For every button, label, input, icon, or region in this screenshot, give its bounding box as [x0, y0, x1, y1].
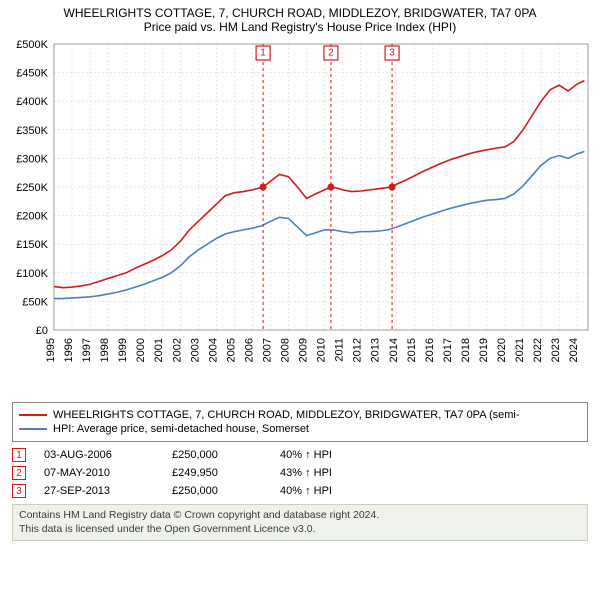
svg-text:1996: 1996	[63, 338, 75, 362]
svg-text:3: 3	[389, 48, 395, 59]
legend-label-property: WHEELRIGHTS COTTAGE, 7, CHURCH ROAD, MID…	[53, 409, 520, 421]
svg-text:2006: 2006	[243, 338, 255, 362]
footer-line-1: Contains HM Land Registry data © Crown c…	[19, 509, 581, 523]
chart-title-block: WHEELRIGHTS COTTAGE, 7, CHURCH ROAD, MID…	[6, 6, 594, 34]
sale-price: £249,950	[172, 467, 262, 479]
svg-text:2007: 2007	[261, 338, 273, 362]
svg-text:2024: 2024	[568, 338, 580, 362]
svg-text:2021: 2021	[514, 338, 526, 362]
title-line-1: WHEELRIGHTS COTTAGE, 7, CHURCH ROAD, MID…	[6, 6, 594, 20]
svg-text:2016: 2016	[424, 338, 436, 362]
legend-label-hpi: HPI: Average price, semi-detached house,…	[53, 423, 309, 435]
footer-attribution: Contains HM Land Registry data © Crown c…	[12, 504, 588, 541]
svg-text:£300K: £300K	[16, 153, 48, 165]
sale-index-box: 3	[12, 484, 26, 498]
sale-price: £250,000	[172, 485, 262, 497]
sale-index-box: 2	[12, 466, 26, 480]
svg-text:2017: 2017	[442, 338, 454, 362]
svg-text:£450K: £450K	[16, 68, 48, 80]
svg-text:£500K: £500K	[16, 39, 48, 51]
sale-row: 1 03-AUG-2006 £250,000 40% ↑ HPI	[12, 448, 588, 462]
svg-text:1995: 1995	[45, 338, 57, 362]
svg-text:2023: 2023	[550, 338, 562, 362]
svg-text:2005: 2005	[225, 338, 237, 362]
sale-delta: 40% ↑ HPI	[280, 485, 332, 497]
svg-text:£200K: £200K	[16, 211, 48, 223]
svg-text:2010: 2010	[316, 338, 328, 362]
svg-text:2014: 2014	[388, 338, 400, 362]
chart-svg: £0 £50K £100K £150K £200K £250K £300K £350K £400…	[6, 38, 594, 398]
sale-row: 2 07-MAY-2010 £249,950 43% ↑ HPI	[12, 466, 588, 480]
price-chart: £0 £50K £100K £150K £200K £250K £300K £350K £400…	[6, 38, 594, 398]
svg-text:2013: 2013	[370, 338, 382, 362]
svg-text:£250K: £250K	[16, 182, 48, 194]
svg-text:2011: 2011	[334, 338, 346, 362]
svg-text:2020: 2020	[496, 338, 508, 362]
sale-price: £250,000	[172, 449, 262, 461]
svg-text:£400K: £400K	[16, 96, 48, 108]
svg-text:1: 1	[260, 48, 266, 59]
svg-text:£350K: £350K	[16, 125, 48, 137]
sale-delta: 40% ↑ HPI	[280, 449, 332, 461]
sale-row: 3 27-SEP-2013 £250,000 40% ↑ HPI	[12, 484, 588, 498]
legend-row-property: WHEELRIGHTS COTTAGE, 7, CHURCH ROAD, MID…	[19, 409, 581, 421]
footer-line-2: This data is licensed under the Open Gov…	[19, 523, 581, 537]
svg-text:2001: 2001	[153, 338, 165, 362]
legend-row-hpi: HPI: Average price, semi-detached house,…	[19, 423, 581, 435]
sale-delta: 43% ↑ HPI	[280, 467, 332, 479]
svg-text:2: 2	[328, 48, 334, 59]
svg-text:£100K: £100K	[16, 268, 48, 280]
legend: WHEELRIGHTS COTTAGE, 7, CHURCH ROAD, MID…	[12, 402, 588, 442]
svg-text:2019: 2019	[478, 338, 490, 362]
svg-text:£50K: £50K	[22, 296, 48, 308]
legend-swatch-hpi	[19, 428, 47, 430]
sale-index-box: 1	[12, 448, 26, 462]
legend-swatch-property	[19, 414, 47, 416]
svg-text:2008: 2008	[280, 338, 292, 362]
sale-date: 07-MAY-2010	[44, 467, 154, 479]
svg-text:1999: 1999	[117, 338, 129, 362]
svg-text:2022: 2022	[532, 338, 544, 362]
svg-text:2003: 2003	[189, 338, 201, 362]
svg-text:2009: 2009	[298, 338, 310, 362]
svg-text:£150K: £150K	[16, 239, 48, 251]
svg-text:2015: 2015	[406, 338, 418, 362]
svg-text:1997: 1997	[81, 338, 93, 362]
svg-text:2012: 2012	[352, 338, 364, 362]
sale-date: 03-AUG-2006	[44, 449, 154, 461]
svg-text:£0: £0	[36, 325, 48, 337]
svg-text:2018: 2018	[460, 338, 472, 362]
svg-text:2004: 2004	[207, 338, 219, 362]
title-line-2: Price paid vs. HM Land Registry's House …	[6, 20, 594, 34]
svg-text:1998: 1998	[99, 338, 111, 362]
svg-text:2002: 2002	[171, 338, 183, 362]
sales-table: 1 03-AUG-2006 £250,000 40% ↑ HPI 2 07-MAY-201…	[12, 448, 588, 498]
svg-text:2000: 2000	[135, 338, 147, 362]
sale-date: 27-SEP-2013	[44, 485, 154, 497]
